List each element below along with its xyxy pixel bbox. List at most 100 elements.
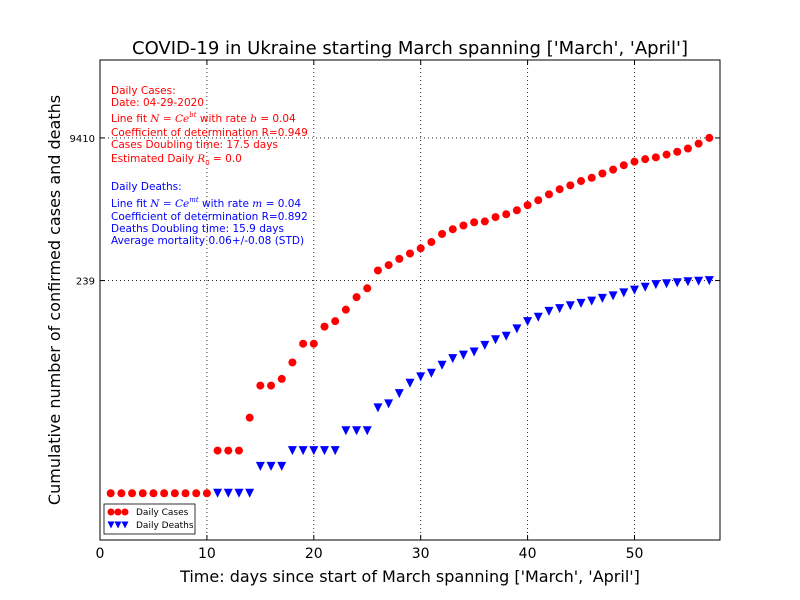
death-point <box>448 354 458 364</box>
case-point <box>256 381 265 390</box>
cases-annotation-doubling: Cases Doubling time: 17.5 days <box>111 139 278 151</box>
case-point <box>480 217 489 226</box>
case-point <box>662 150 671 159</box>
death-point <box>341 426 351 436</box>
death-point <box>437 360 447 370</box>
death-point <box>533 312 543 322</box>
case-point <box>106 489 115 498</box>
cases-annotation-r2: Coefficient of determination R=0.949 <box>111 127 308 139</box>
deaths-annotation-r2: Coefficient of determination R=0.892 <box>111 211 308 223</box>
case-point <box>523 201 532 210</box>
deaths-annotation: Daily Deaths: Line fit N = Cemt with rat… <box>111 181 308 247</box>
death-point <box>704 276 714 286</box>
case-point <box>416 244 425 253</box>
death-point <box>608 291 618 301</box>
death-point <box>405 378 415 388</box>
case-point <box>555 185 564 194</box>
death-point <box>544 306 554 316</box>
case-point <box>598 169 607 178</box>
chart-title: COVID-19 in Ukraine starting March spann… <box>132 38 688 59</box>
case-point <box>448 225 457 234</box>
case-point <box>288 358 297 367</box>
death-point <box>555 304 565 314</box>
x-tick-label: 50 <box>626 546 644 562</box>
case-point <box>406 249 414 258</box>
death-point <box>298 446 308 456</box>
case-point <box>170 489 179 498</box>
death-point <box>512 324 522 334</box>
case-point <box>502 210 511 219</box>
case-point <box>694 139 703 148</box>
case-point <box>384 261 393 270</box>
x-tick-label: 30 <box>412 546 430 562</box>
legend-marker-deaths <box>107 521 129 529</box>
death-point <box>619 288 629 298</box>
case-point <box>470 218 479 227</box>
case-point <box>213 446 222 455</box>
case-point <box>587 173 596 182</box>
death-point <box>266 461 276 471</box>
case-point <box>224 446 233 455</box>
death-point <box>640 282 650 292</box>
death-point <box>523 317 533 327</box>
cases-annotation-r0: Estimated Daily R0 = 0.0 <box>111 153 242 167</box>
plot-frame <box>99 59 721 541</box>
death-point <box>245 488 255 498</box>
death-point <box>662 279 672 289</box>
legend-marker-cases <box>107 508 129 516</box>
case-point <box>117 489 126 498</box>
death-point <box>694 276 704 286</box>
case-point <box>459 221 468 230</box>
case-point <box>544 190 553 199</box>
cases-annotation-fit: Line fit N = Cebt with rate b = 0.04 <box>111 111 296 125</box>
case-point <box>577 177 586 186</box>
case-point <box>395 254 404 263</box>
case-point <box>192 489 201 498</box>
cases-annotation: Daily Cases: Date: 04-29-2020 Line fit N… <box>111 85 308 167</box>
case-point <box>683 144 692 153</box>
death-point <box>587 296 597 306</box>
death-point <box>683 277 693 287</box>
legend-label-cases: Daily Cases <box>136 508 189 518</box>
case-point <box>341 305 350 314</box>
case-point <box>202 489 211 498</box>
y-tick-label: 9410 <box>70 134 95 145</box>
data-points <box>106 133 714 498</box>
case-point <box>320 322 329 331</box>
case-point <box>309 339 318 348</box>
x-tick-label: 20 <box>305 546 323 562</box>
case-point <box>566 181 575 190</box>
death-point <box>480 340 490 350</box>
case-point <box>299 339 308 348</box>
case-point <box>427 238 436 247</box>
deaths-annotation-mortality: Average mortality 0.06+/-0.08 (STD) <box>111 235 304 247</box>
legend: Daily Cases Daily Deaths <box>103 503 196 535</box>
x-tick-label: 0 <box>96 546 105 562</box>
case-point <box>534 196 543 205</box>
death-point <box>491 335 501 345</box>
case-point <box>277 374 286 383</box>
death-point <box>416 372 426 382</box>
case-point <box>619 161 628 170</box>
death-point <box>373 403 383 413</box>
case-point <box>267 381 276 390</box>
case-point <box>149 489 158 498</box>
death-point <box>223 488 233 498</box>
death-point <box>330 446 340 456</box>
death-point <box>469 347 479 357</box>
case-point <box>128 489 137 498</box>
death-point <box>597 293 607 303</box>
case-point <box>181 489 190 498</box>
case-point <box>234 446 243 455</box>
death-point <box>394 389 404 399</box>
case-point <box>160 489 169 498</box>
case-point <box>373 266 382 275</box>
death-point <box>629 285 639 295</box>
cases-annotation-date: Date: 04-29-2020 <box>111 97 204 109</box>
death-point <box>576 298 586 308</box>
y-axis-label: Cumulative number of confirmed cases and… <box>45 95 64 505</box>
case-point <box>651 153 660 162</box>
death-point <box>287 446 297 456</box>
